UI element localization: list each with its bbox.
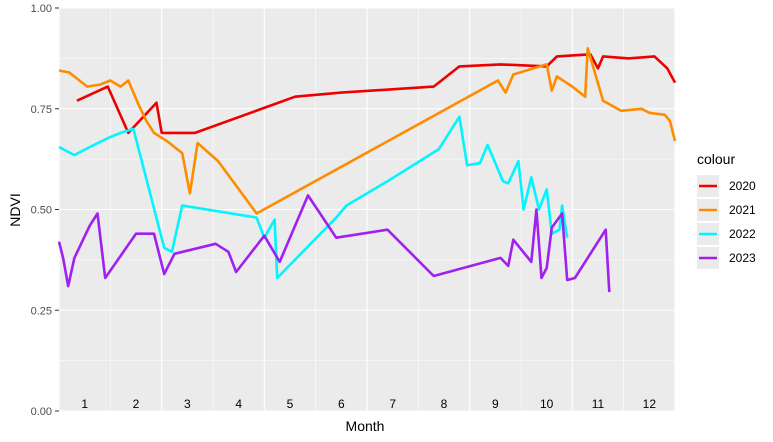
month-label-11: 11 [592,397,605,411]
y-axis-title: NDVI [7,193,23,226]
series-line-2020 [76,53,677,135]
x-axis-title: Month [346,418,385,434]
month-tick-labels: 1 2 3 4 5 6 7 8 9 10 11 12 [81,397,656,411]
series-lines [57,47,677,293]
month-label-10: 10 [540,397,554,411]
month-label-2: 2 [133,397,140,411]
month-label-12: 12 [643,397,657,411]
month-label-1: 1 [81,397,88,411]
legend-label-2020: 2020 [729,179,756,193]
month-label-4: 4 [235,397,242,411]
legend: colour 2020 2021 2022 2023 [697,151,756,269]
legend-label-2023: 2023 [729,251,756,265]
series-line-2022 [58,115,569,280]
month-label-6: 6 [338,397,345,411]
legend-items: 2020 2021 2022 2023 [697,175,756,269]
legend-label-2022: 2022 [729,227,756,241]
series-line-2021 [58,47,677,215]
month-label-7: 7 [389,397,396,411]
y-tick-label: 0.25 [31,305,52,317]
month-label-5: 5 [287,397,294,411]
y-tick-label: 0.00 [31,406,52,418]
y-tick-label: 1.00 [31,3,52,15]
y-axis: 0.00 0.25 0.50 0.75 1.00 [31,3,59,418]
month-label-8: 8 [441,397,448,411]
y-tick-label: 0.50 [31,205,52,217]
series-line-2023 [57,194,611,293]
legend-title: colour [697,151,735,167]
month-label-9: 9 [492,397,499,411]
y-tick-label: 0.75 [31,104,52,116]
legend-label-2021: 2021 [729,203,756,217]
month-label-3: 3 [184,397,191,411]
